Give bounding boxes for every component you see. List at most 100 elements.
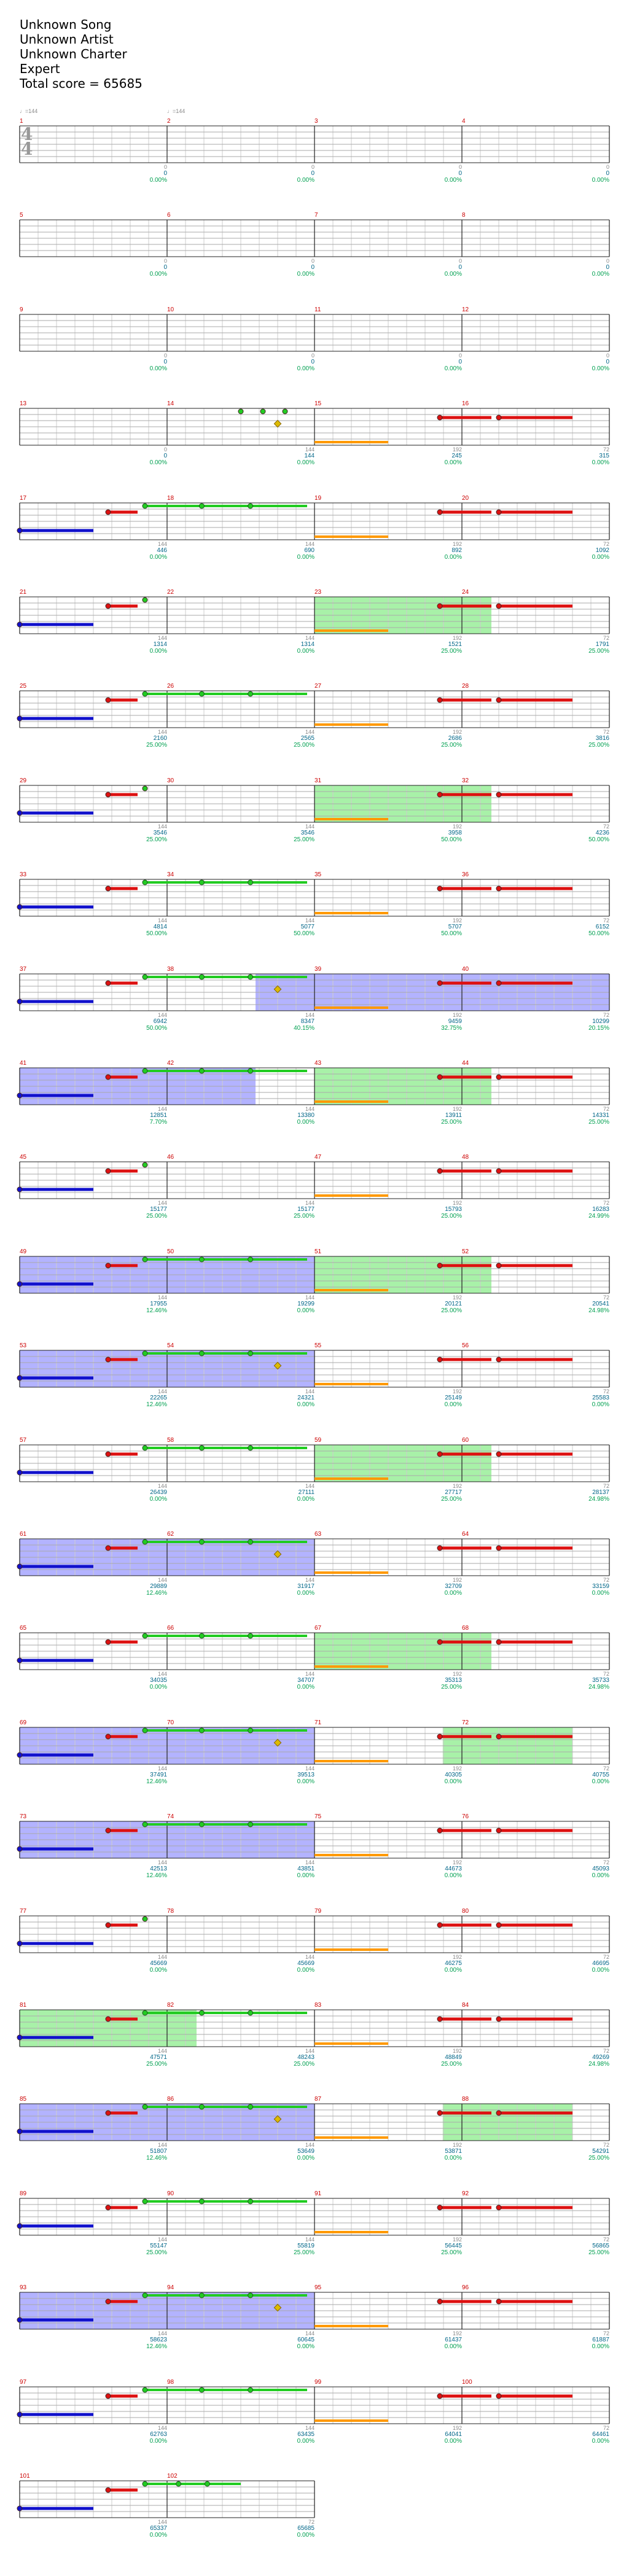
measure-score: 55147 — [150, 2243, 167, 2249]
tick-label: 72 — [603, 1671, 609, 1677]
note-marker — [142, 1350, 148, 1356]
staff-svg — [17, 1444, 610, 1482]
measure-number: 82 — [167, 2002, 174, 2009]
tick-label: 192 — [452, 1483, 462, 1489]
note-marker — [437, 1356, 443, 1363]
measure-percent: 0.00% — [149, 271, 167, 278]
staff-svg — [17, 2480, 315, 2518]
tick-label: 144 — [305, 446, 314, 453]
measure-percent: 50.00% — [294, 930, 314, 937]
note-marker — [105, 2016, 111, 2022]
staff-row: 97 98 99 100 144 144 192 72 62763 63435 64041 64461… — [0, 2378, 629, 2464]
measure-number: 11 — [314, 306, 321, 313]
note-marker — [198, 1445, 205, 1451]
note-marker — [273, 1738, 282, 1747]
note-marker — [437, 1451, 443, 1457]
measure-percent: 25.00% — [441, 1684, 462, 1691]
measure-number: 80 — [462, 1908, 469, 1915]
tick-label: 0 — [606, 352, 609, 359]
measure-number: 39 — [314, 966, 322, 973]
measure-percent: 0.00% — [297, 2343, 314, 2350]
measure-score: 47571 — [150, 2054, 167, 2061]
note-marker — [238, 408, 244, 414]
note-marker — [282, 408, 288, 414]
measure-number: 77 — [20, 1908, 27, 1915]
note-marker — [437, 603, 443, 609]
note-marker — [142, 785, 148, 792]
measure-percent: 0.00% — [297, 1401, 314, 1408]
tick-label: 72 — [603, 2425, 609, 2431]
note-marker — [142, 2198, 148, 2204]
note-marker — [496, 509, 502, 515]
note-marker — [437, 1263, 443, 1269]
measure-percent: 0.00% — [297, 1496, 314, 1503]
note-marker — [142, 1445, 148, 1451]
measure-number: 33 — [20, 871, 27, 878]
note-marker — [248, 503, 254, 509]
measure-percent: 25.00% — [441, 648, 462, 655]
note-marker — [437, 509, 443, 515]
tick-label: 192 — [452, 729, 462, 735]
measure-percent: 0.00% — [149, 459, 167, 466]
measure-number: 1 — [20, 118, 23, 125]
measure-number: 91 — [314, 2190, 322, 2197]
tick-label: 192 — [452, 1577, 462, 1583]
measure-score: 37491 — [150, 1772, 167, 1778]
measure-percent: 0.00% — [444, 1967, 462, 1974]
tick-label: 0 — [458, 352, 462, 359]
tick-label: 144 — [305, 1012, 314, 1018]
measure-score: 0 — [606, 170, 609, 177]
tick-label: 144 — [305, 917, 314, 924]
measure-number: 4 — [462, 118, 466, 125]
measure-score: 31917 — [297, 1583, 314, 1590]
tick-label: 144 — [157, 1200, 167, 1206]
tick-label: 144 — [305, 1671, 314, 1677]
measure-score: 20541 — [592, 1301, 609, 1307]
note-marker — [496, 2016, 502, 2022]
measure-score: 446 — [157, 547, 167, 554]
measure-score: 0 — [311, 359, 314, 365]
measure-number: 70 — [167, 1719, 174, 1726]
measure-number: 46 — [167, 1154, 174, 1161]
measure-percent: 0.00% — [444, 459, 462, 466]
note-marker — [496, 1922, 502, 1928]
measure-percent: 0.00% — [592, 1778, 609, 1785]
tick-label: 192 — [452, 1765, 462, 1772]
note-marker — [248, 2292, 254, 2298]
tick-label: 144 — [157, 635, 167, 641]
measure-score: 1791 — [595, 641, 609, 648]
note-marker — [105, 2393, 111, 2399]
measure-score: 49269 — [592, 2054, 609, 2061]
measure-number: 2 — [167, 118, 171, 125]
tick-label: 144 — [305, 1859, 314, 1866]
measure-percent: 25.00% — [441, 2249, 462, 2256]
note-marker — [273, 2115, 282, 2123]
note-marker — [17, 1186, 23, 1193]
measure-percent: 0.00% — [444, 2343, 462, 2350]
tick-label: 144 — [305, 2236, 314, 2243]
staff-svg — [17, 1821, 610, 1859]
measure-percent: 12.46% — [146, 1778, 167, 1785]
staff-row: 81 82 83 84 144 144 192 72 47571 48243 48849 49269 2… — [0, 2001, 629, 2087]
note-marker — [17, 904, 23, 910]
tick-label: 144 — [305, 1483, 314, 1489]
note-marker — [496, 1734, 502, 1740]
measure-percent: 25.00% — [146, 742, 167, 749]
tick-label: 144 — [157, 2425, 167, 2431]
staff-svg — [17, 2198, 610, 2236]
note-marker — [142, 2292, 148, 2298]
measure-percent: 0.00% — [297, 2438, 314, 2445]
measure-score: 51807 — [150, 2148, 167, 2155]
measure-percent: 0.00% — [149, 1496, 167, 1503]
staff-group — [19, 314, 610, 352]
measure-percent: 12.46% — [146, 1872, 167, 1879]
note-marker — [437, 414, 443, 421]
staff-group — [17, 2009, 610, 2047]
measure-score: 4236 — [595, 830, 609, 836]
measure-score: 65337 — [150, 2525, 167, 2532]
note-marker — [198, 2387, 205, 2393]
measure-percent: 24.98% — [588, 1307, 609, 1314]
tick-label: 144 — [157, 2519, 167, 2525]
tick-label: 0 — [163, 258, 167, 264]
